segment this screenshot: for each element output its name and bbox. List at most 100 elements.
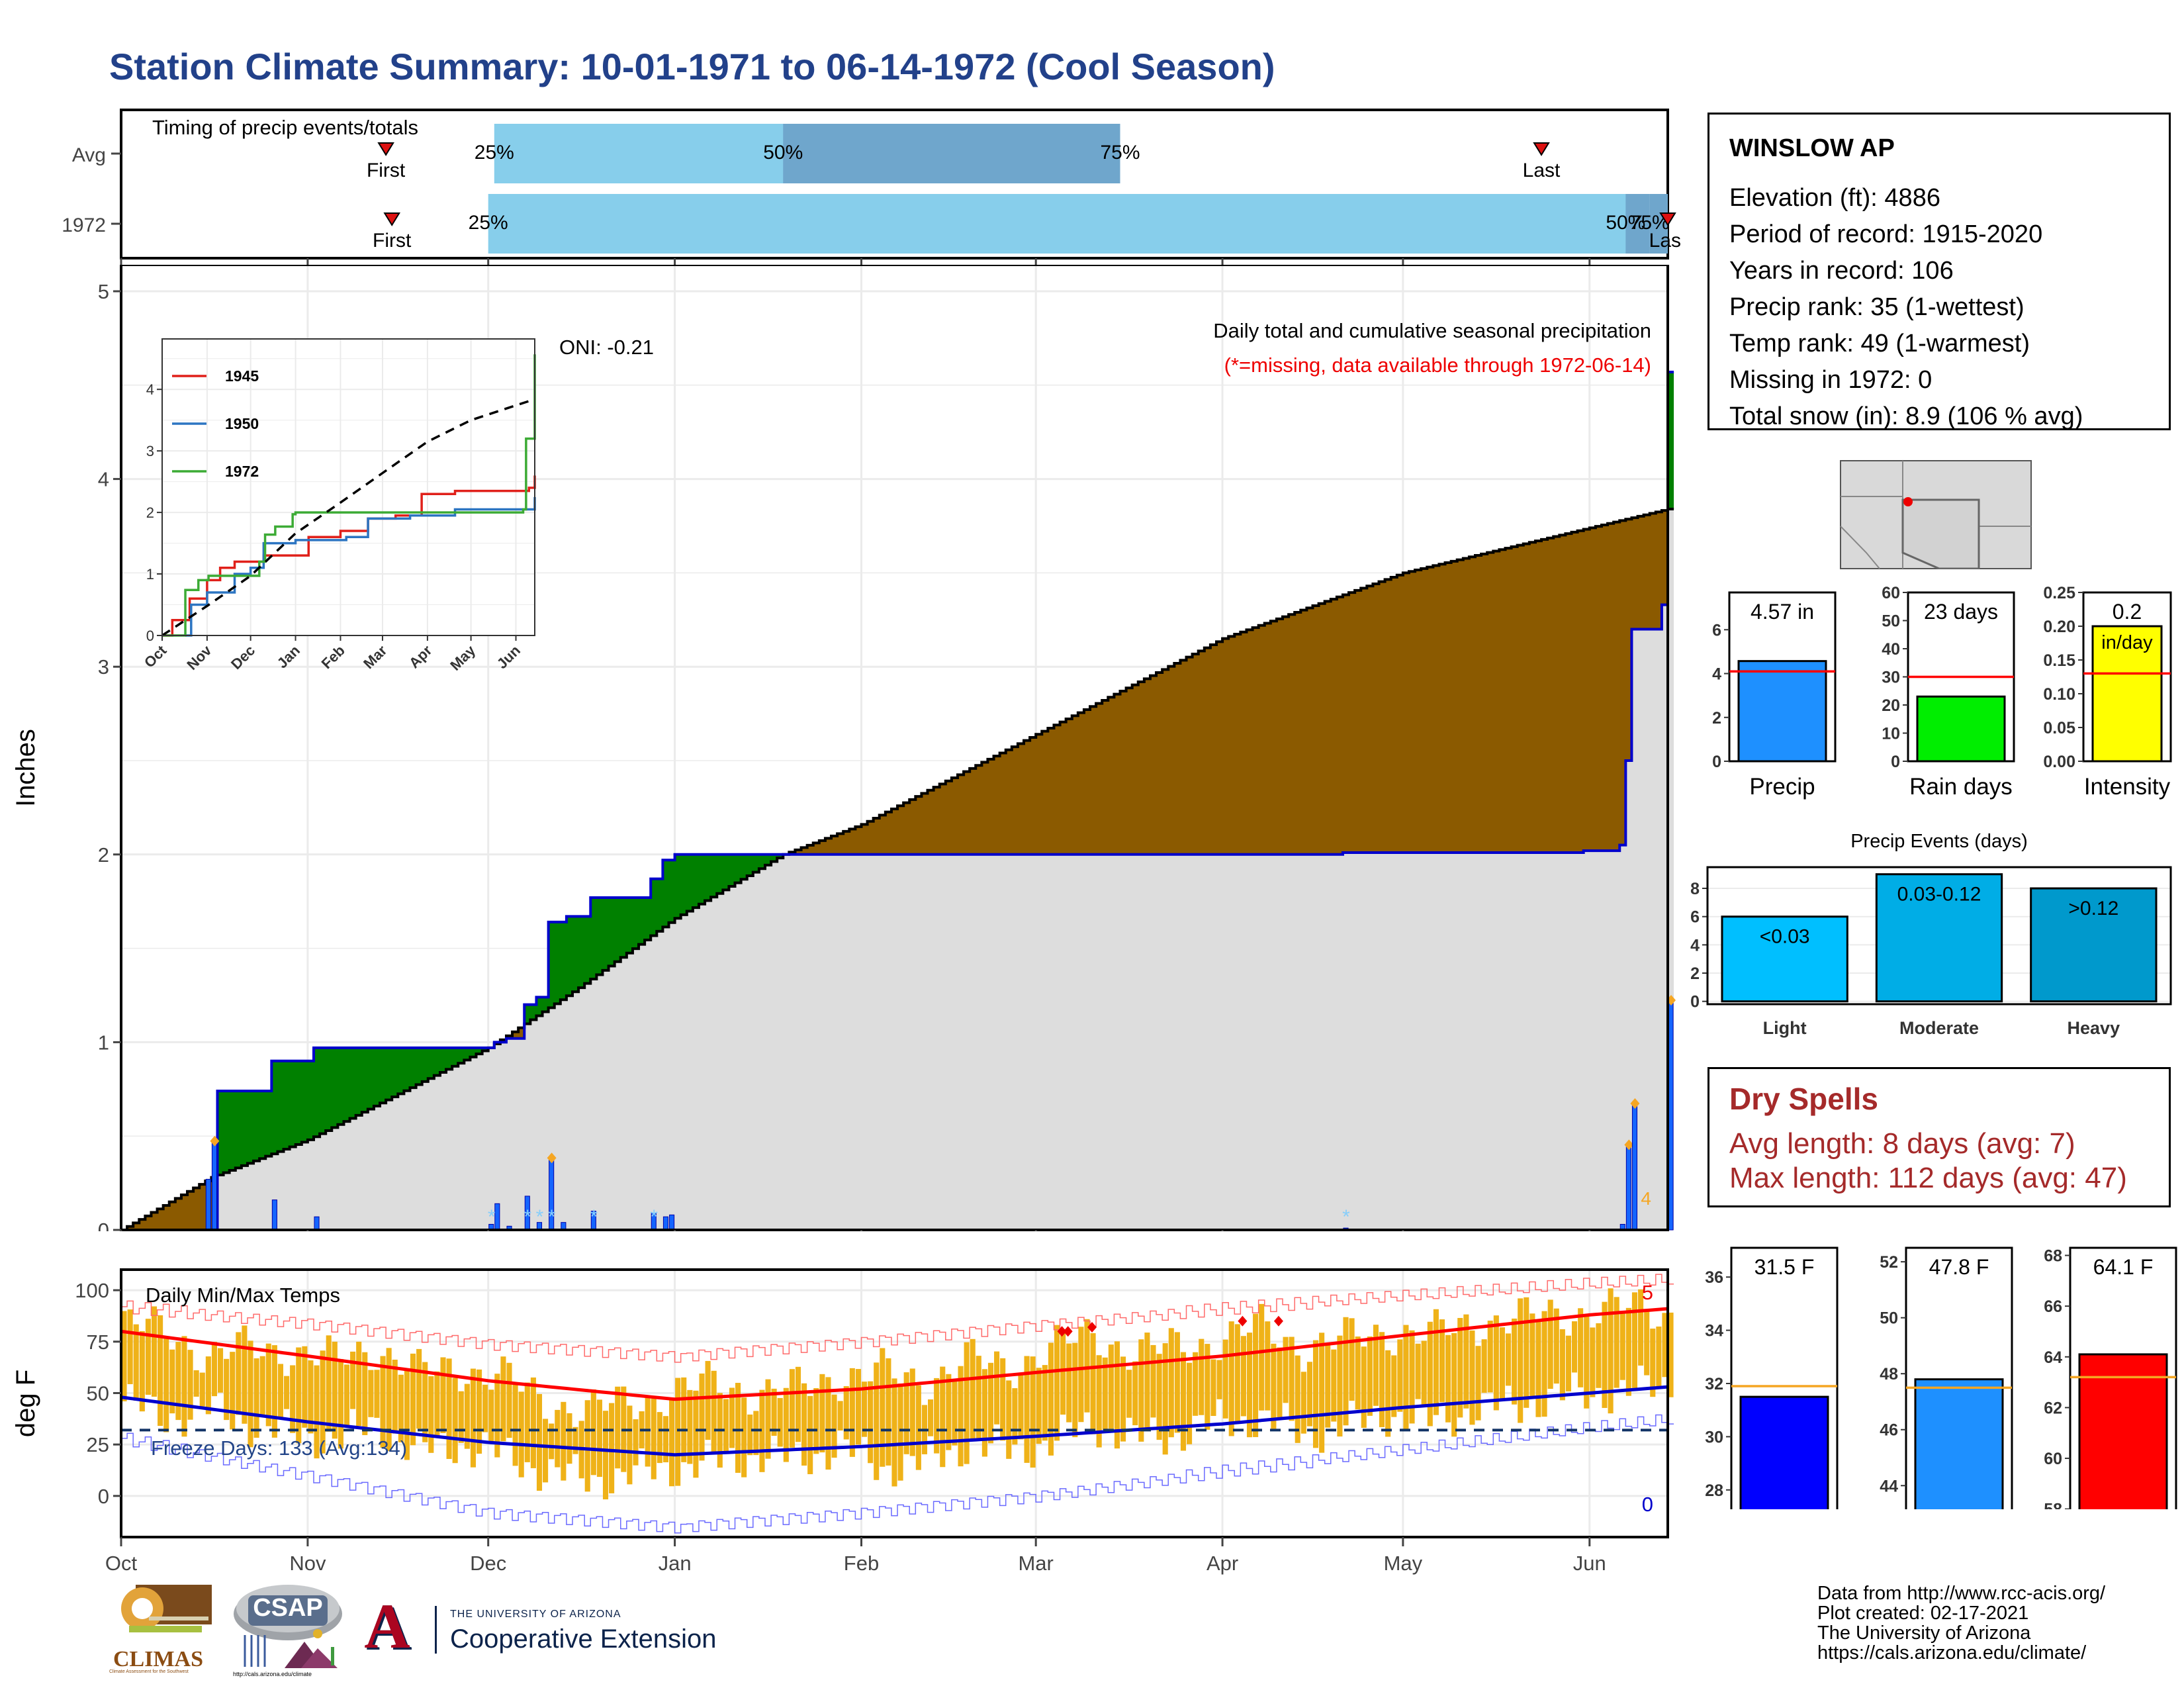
temp-daily-range-bar [1205,1344,1210,1430]
x-axis-month-label: Jan [659,1552,692,1575]
dry-spells-max: Max length: 112 days (avg: 47) [1729,1162,2127,1194]
temp-daily-range-bar [1162,1343,1168,1455]
inset-legend-label: 1945 [225,367,259,385]
temp-daily-range-bar [868,1381,874,1464]
temp-daily-range-bar [1090,1333,1096,1434]
temp-daily-range-bar [1331,1349,1337,1422]
temp-daily-range-bar [1355,1336,1361,1410]
temp-daily-range-bar [422,1362,428,1442]
temp-daily-range-bar [543,1419,549,1483]
temp-daily-range-bar [855,1369,861,1445]
rain-days-gauge-y-tick-label: 10 [1882,725,1900,743]
csap-logo: CSAP http://cals.arizona.edu/climate [232,1582,349,1680]
temp-daily-range-bar [1391,1355,1397,1417]
precip-daily-bar [211,1141,217,1231]
t-max-gauge-value-label: 64.1 F [2093,1255,2154,1279]
temp-daily-range-bar [326,1335,332,1432]
inset-legend-label: 1950 [225,415,259,432]
temp-daily-range-bar [524,1382,530,1462]
temp-daily-range-bar [711,1370,717,1454]
temp-daily-range-bar [320,1350,326,1454]
temp-daily-range-bar [1445,1335,1451,1423]
climas-logo: CLIMAS Climate Assessment for the Southw… [109,1582,215,1675]
precip-daily-bar [1625,1145,1631,1231]
temp-daily-range-bar [265,1343,271,1427]
timing-first-marker [377,142,394,156]
temp-daily-range-bar [271,1345,277,1438]
state-map [1840,460,2032,569]
precip-daily-bar [1668,1000,1674,1231]
x-axis-month-label: Dec [470,1552,506,1575]
precip-y-tick-label: 1 [98,1031,109,1054]
precip-y-tick-label: 4 [98,468,109,491]
temp-daily-range-bar [934,1378,940,1454]
temp-daily-range-bar [928,1399,934,1436]
dry-spells-box: Dry Spells Avg length: 8 days (avg: 7) M… [1707,1067,2171,1207]
temp-daily-range-bar [1096,1355,1102,1448]
station-temp-rank: Temp rank: 49 (1-warmest) [1729,330,2030,357]
temp-daily-range-bar [1668,1312,1674,1397]
inset-y-tick-label: 0 [146,628,154,644]
precip-event-count: 4 [1641,1188,1651,1209]
temp-daily-range-bar [783,1387,789,1462]
precip-y-tick-label: 5 [98,280,109,303]
temp-daily-range-bar [561,1401,567,1481]
temp-daily-range-bar [482,1384,488,1432]
precip-events-title: Precip Events (days) [1850,831,2028,852]
temp-daily-range-bar [217,1348,224,1393]
x-axis-month-label: May [1384,1552,1423,1575]
temp-daily-range-bar [1553,1308,1559,1384]
temp-daily-range-bar [964,1342,970,1464]
intensity-gauge-y-tick-label: 0.25 [2043,584,2075,602]
timing-row-label: 1972 [62,214,106,236]
temp-daily-range-bar [464,1383,470,1449]
temp-daily-range-bar [1210,1359,1216,1417]
temp-daily-range-bar [169,1349,175,1414]
temp-daily-range-bar [1415,1343,1421,1399]
temp-daily-range-bar [693,1390,699,1478]
precip-events-y-tick-label: 4 [1690,936,1700,955]
temp-daily-range-bar [987,1362,994,1444]
intensity-gauge-y-tick-label: 0.05 [2043,719,2075,737]
temp-daily-range-bar [1397,1339,1403,1412]
temp-normal-max-line [120,1307,1668,1401]
temp-daily-range-bar [1547,1299,1553,1389]
temp-daily-range-bar [1463,1314,1469,1409]
temp-daily-range-bar [777,1397,783,1447]
rain-days-gauge-title: Rain days [1909,774,2013,800]
temp-daily-range-bar [302,1346,308,1428]
temp-daily-range-bar [477,1369,482,1454]
ua-cooperative-extension-logo: A THE UNIVERSITY OF ARIZONA Cooperative … [361,1595,758,1660]
temp-daily-range-bar [681,1377,687,1462]
temp-daily-range-bar [1608,1288,1614,1414]
timing-last-marker [1659,212,1676,226]
temp-daily-range-bar [1283,1336,1289,1403]
temp-daily-range-bar [350,1351,356,1409]
temp-daily-range-bar [1048,1342,1054,1456]
page-title: Station Climate Summary: 10-01-1971 to 0… [109,46,1275,87]
inset-frame [161,338,535,636]
temp-record-min-line [121,1414,1674,1534]
t-mean-gauge-y-tick-label: 48 [1880,1365,1898,1383]
temp-daily-range-bar [602,1411,609,1500]
temp-daily-range-bar [874,1362,880,1480]
temp-daily-range-bar [230,1352,236,1430]
intensity-gauge-y-tick-label: 0.00 [2043,753,2075,771]
timing-frame [120,109,1669,259]
intensity-gauge-bar [2091,625,2163,763]
temp-daily-range-bar [470,1368,477,1468]
temp-daily-range-bar [831,1394,837,1458]
station-location-marker [1903,497,1913,506]
x-axis-month-label: Oct [105,1552,138,1575]
temp-daily-range-bar [1060,1329,1066,1415]
timing-chart: Timing of precip events/totals Avg 25% 50% 7… [62,109,1681,267]
temp-daily-range-bar [1132,1361,1138,1426]
temp-daily-range-bar [897,1383,903,1481]
precip-heavy-marker [1630,1098,1640,1109]
temp-daily-range-bar [1222,1339,1228,1419]
temp-daily-range-bar [1168,1328,1174,1438]
temp-daily-range-bar [518,1391,524,1477]
temp-daily-range-bar [488,1389,494,1444]
temp-daily-range-bar [843,1386,849,1440]
